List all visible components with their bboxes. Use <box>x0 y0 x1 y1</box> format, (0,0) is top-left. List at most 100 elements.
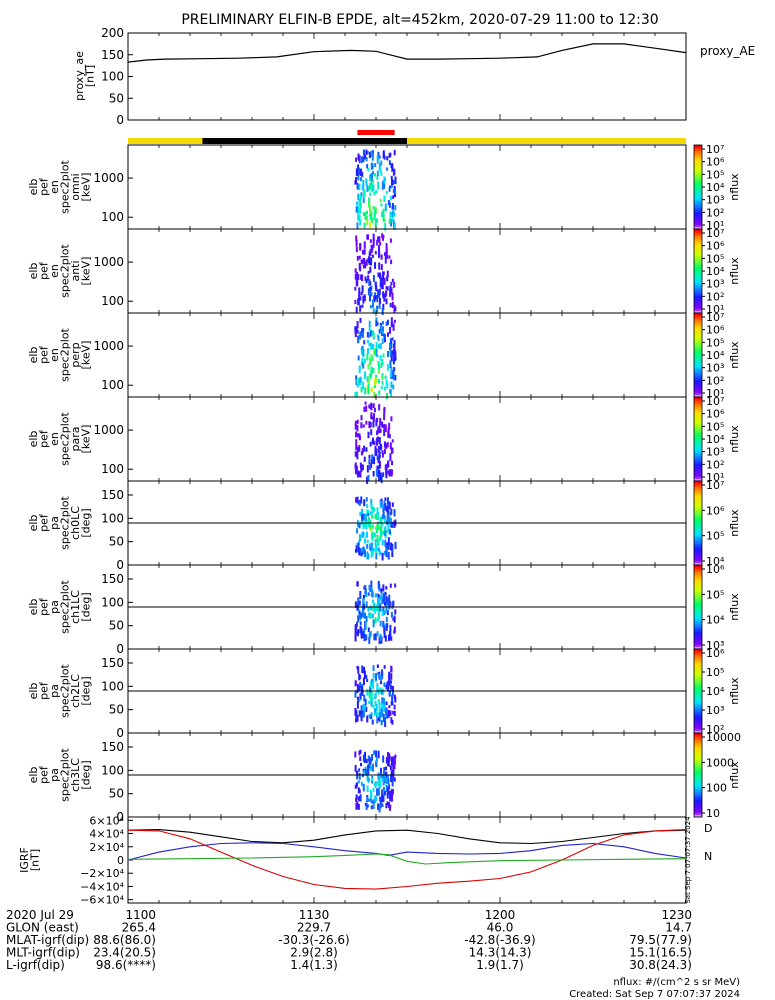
y-tick-label: 50 <box>109 535 124 549</box>
colorbar-swatch <box>694 420 702 423</box>
heat-cell <box>387 508 390 513</box>
heat-cell <box>384 503 387 511</box>
heat-cell <box>388 218 391 225</box>
colorbar-swatch <box>694 258 702 261</box>
colorbar-swatch <box>694 806 702 810</box>
heat-cell <box>370 162 373 170</box>
colorbar-tick: 10³ <box>706 194 724 207</box>
heat-cell <box>370 463 373 469</box>
colorbar-swatch <box>694 758 702 761</box>
heat-cell <box>365 215 368 220</box>
colorbar-swatch <box>694 640 702 644</box>
heat-cell <box>394 583 397 588</box>
heat-cell <box>375 760 378 767</box>
colorbar-swatch <box>694 733 702 736</box>
colorbar-swatch <box>694 594 702 597</box>
heat-cell <box>364 585 367 589</box>
colorbar-tick: 10⁴ <box>706 614 725 627</box>
heat-cell <box>376 417 379 423</box>
heat-cell <box>378 469 381 476</box>
heat-cell <box>356 770 359 777</box>
colorbar-swatch <box>694 674 702 677</box>
heat-cell <box>376 631 379 637</box>
heat-cell <box>367 474 370 481</box>
colorbar-swatch <box>694 254 702 257</box>
colorbar-tick: 10⁵ <box>706 168 724 181</box>
colorbar-swatch <box>694 224 702 228</box>
heat-cell <box>382 620 385 628</box>
y-tick-label: 150 <box>101 740 124 754</box>
axis-row-value: -42.8(-36.9) <box>464 933 535 947</box>
heat-cell <box>390 701 393 706</box>
heat-cell <box>385 248 388 257</box>
heat-cell <box>391 337 394 341</box>
colorbar-swatch <box>694 466 702 469</box>
igrf-blue-line <box>127 842 687 861</box>
heat-cell <box>386 791 389 799</box>
colorbar-swatch <box>694 392 702 396</box>
colorbar-swatch <box>694 714 702 717</box>
heat-cell <box>372 470 375 477</box>
heat-cell <box>356 255 359 261</box>
heat-cell <box>382 303 385 310</box>
heat-cell <box>366 539 369 544</box>
colorbar-swatch <box>694 600 702 604</box>
colorbar-tick: 10⁶ <box>706 408 725 421</box>
heat-cell <box>367 270 370 275</box>
heat-cell <box>355 235 358 242</box>
colorbar-tick: 10⁴ <box>706 181 725 194</box>
colorbar-tick: 10⁷ <box>706 395 724 408</box>
heat-cell <box>391 502 394 507</box>
axis-row-value: 1130 <box>299 908 330 922</box>
heat-cell <box>386 497 389 504</box>
heat-cell <box>368 202 371 208</box>
heat-cell <box>372 308 375 314</box>
heat-cell <box>360 612 363 618</box>
plot-frame <box>127 32 687 121</box>
colorbar-tick: 10⁵ <box>706 420 724 433</box>
heat-cell <box>365 802 368 810</box>
heat-cell <box>377 593 380 599</box>
colorbar-swatch <box>694 649 702 652</box>
heat-cell <box>386 167 389 171</box>
colorbar-pa_ch2: 10⁶ 10⁵ 10⁴ 10³ 10² nflux <box>693 647 741 736</box>
heat-cell <box>376 175 379 180</box>
heat-cell <box>365 210 368 215</box>
heat-cell <box>394 374 397 381</box>
heat-cell <box>355 631 358 635</box>
colorbar-swatch <box>694 443 702 446</box>
heat-cell <box>379 796 382 805</box>
heat-cell <box>373 413 376 420</box>
heat-cell <box>361 171 364 178</box>
heat-cell <box>367 275 370 281</box>
heat-cell <box>381 211 384 218</box>
heat-cell <box>391 202 394 210</box>
heat-cell <box>383 195 386 203</box>
heat-cell <box>389 211 392 219</box>
heat-cell <box>358 255 361 260</box>
colorbar-swatch <box>694 789 702 793</box>
heat-cell <box>370 285 373 290</box>
heat-cell <box>368 206 371 213</box>
colorbar-swatch <box>694 670 702 673</box>
heat-cell <box>354 286 357 291</box>
heat-cell <box>391 601 394 609</box>
heat-cell <box>363 445 366 452</box>
colorbar-swatch <box>694 357 702 360</box>
heat-cell <box>390 381 393 389</box>
heat-cell <box>392 219 395 224</box>
heat-cell <box>387 537 390 546</box>
heat-cell <box>355 782 358 788</box>
heat-cell <box>391 690 394 696</box>
colorbar-swatch <box>694 812 702 816</box>
heat-cell <box>366 715 369 723</box>
heat-cell <box>354 268 357 273</box>
heat-cell <box>372 299 375 308</box>
heat-cell <box>386 364 389 371</box>
heat-cell <box>363 751 366 759</box>
heat-cell <box>376 239 379 246</box>
heat-cell <box>371 524 374 529</box>
colorbar-swatch <box>694 279 702 282</box>
